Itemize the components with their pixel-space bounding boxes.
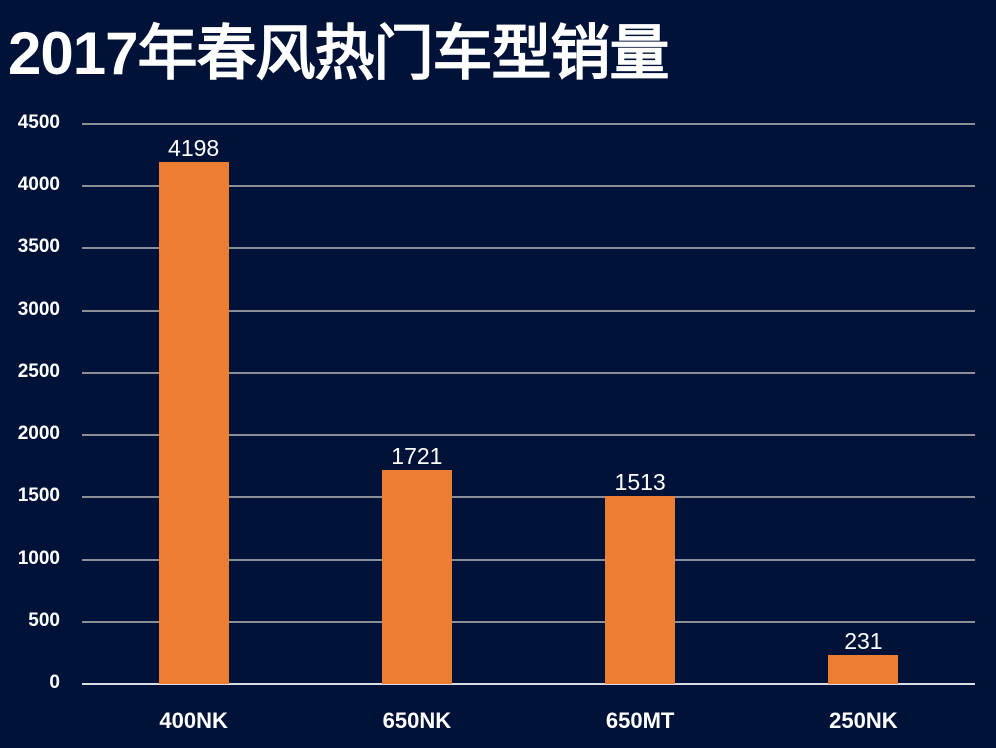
y-tick-label: 4500 [17, 112, 60, 133]
y-tick-label: 3000 [17, 298, 60, 320]
bar-250nk [828, 655, 899, 684]
y-tick-label: 2000 [17, 423, 60, 445]
gridline [82, 558, 975, 561]
gridline [82, 309, 975, 312]
data-label: 1721 [391, 442, 443, 469]
y-tick-label: 1000 [17, 547, 60, 569]
x-tick-label: 250NK [829, 708, 898, 733]
y-tick-label: 3500 [17, 236, 60, 258]
data-label: 1513 [614, 468, 666, 495]
y-tick-label: 4000 [17, 174, 60, 196]
data-label: 231 [844, 628, 883, 655]
chart-title: 2017年春风热门车型销量 [8, 20, 669, 87]
gridline [82, 185, 975, 188]
gridline [82, 434, 975, 437]
gridline [82, 247, 975, 250]
data-label: 4198 [168, 134, 220, 161]
y-tick-label: 0 [49, 672, 60, 693]
gridline [82, 371, 975, 374]
x-tick-label: 400NK [159, 708, 228, 733]
x-tick-label: 650MT [605, 708, 675, 733]
x-tick-label: 650NK [382, 708, 452, 733]
x-axis-line [82, 683, 975, 685]
y-tick-label: 1500 [17, 485, 60, 507]
gridline [82, 620, 975, 623]
y-tick-label: 2500 [17, 360, 60, 382]
y-tick-label: 500 [28, 609, 60, 631]
bar-650mt [605, 495, 676, 684]
gridline [82, 496, 975, 499]
bar-650nk [381, 469, 452, 684]
gridline [82, 123, 975, 125]
bar-400nk [158, 161, 229, 684]
